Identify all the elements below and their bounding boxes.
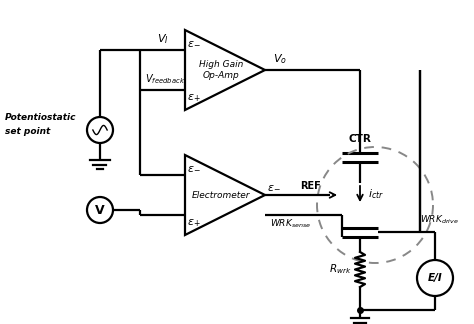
Text: $R_{wrk}$: $R_{wrk}$ bbox=[329, 262, 352, 276]
Text: $\epsilon_{+}$: $\epsilon_{+}$ bbox=[187, 217, 201, 229]
Text: $\epsilon_{-}$: $\epsilon_{-}$ bbox=[187, 163, 201, 173]
Text: $V_I$: $V_I$ bbox=[157, 32, 169, 46]
Text: $V_o$: $V_o$ bbox=[273, 52, 287, 66]
Text: $i_{ctr}$: $i_{ctr}$ bbox=[368, 187, 384, 201]
Text: Potentiostatic: Potentiostatic bbox=[5, 113, 76, 122]
Text: $WRK_{sense}$: $WRK_{sense}$ bbox=[270, 218, 311, 230]
Text: High Gain
Op-Amp: High Gain Op-Amp bbox=[199, 60, 243, 80]
Text: CTR: CTR bbox=[348, 134, 372, 144]
Text: V: V bbox=[95, 203, 105, 216]
Text: $WRK_{drive}$: $WRK_{drive}$ bbox=[420, 214, 459, 226]
Text: $\epsilon_{-}$: $\epsilon_{-}$ bbox=[187, 38, 201, 48]
Text: $\epsilon_{+}$: $\epsilon_{+}$ bbox=[187, 92, 201, 104]
Text: $V_{feedback}$: $V_{feedback}$ bbox=[145, 72, 185, 86]
Text: set point: set point bbox=[5, 126, 50, 135]
Text: $\epsilon_{-}$: $\epsilon_{-}$ bbox=[267, 182, 281, 192]
Text: E/I: E/I bbox=[428, 273, 442, 283]
Text: REF: REF bbox=[300, 181, 321, 191]
Text: Electrometer: Electrometer bbox=[192, 191, 250, 200]
